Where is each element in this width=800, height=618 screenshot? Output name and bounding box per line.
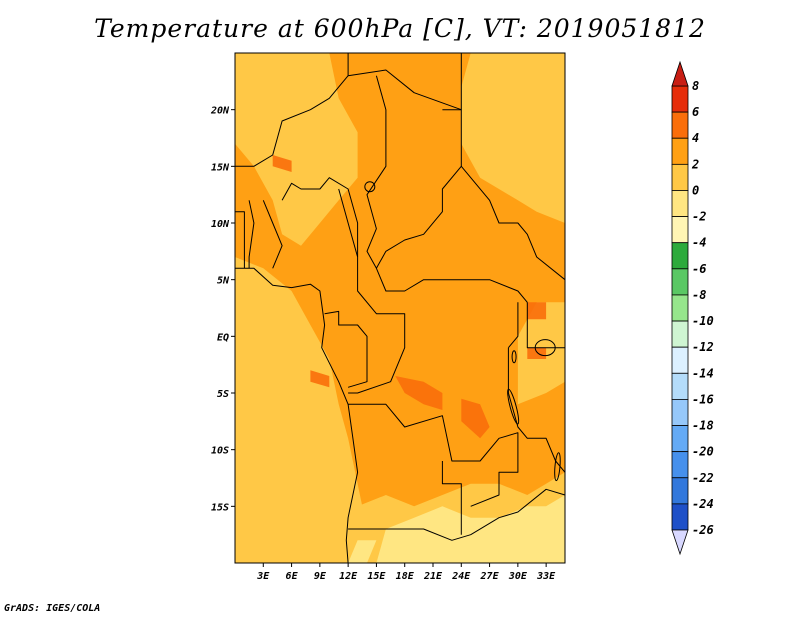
- country-border: [235, 53, 349, 167]
- x-tick-label: 24E: [451, 571, 471, 582]
- map-frame: [234, 52, 566, 564]
- colorbar-label: 0: [692, 183, 699, 197]
- colorbar-bin: [671, 320, 689, 348]
- x-tick-label: 30E: [508, 571, 528, 582]
- country-border: [235, 267, 359, 564]
- lake-malawi: [554, 452, 561, 482]
- country-border: [508, 302, 519, 349]
- y-tick-label: EQ: [217, 332, 229, 343]
- x-tick-label: 33E: [536, 571, 556, 582]
- temp-region-warm: [272, 155, 292, 172]
- y-tick-label: 10N: [211, 219, 230, 230]
- colorbar-label: -10: [692, 314, 714, 328]
- y-tick-label: 10S: [211, 446, 229, 457]
- colorbar-bin: [671, 372, 689, 400]
- temp-region-warm: [310, 370, 330, 388]
- map-area: [234, 52, 566, 564]
- grads-credit: GrADS: IGES/COLA: [4, 603, 101, 614]
- country-border: [366, 75, 528, 303]
- x-tick-label: 12E: [339, 571, 358, 582]
- temp-region-pale: [348, 540, 377, 563]
- x-tick-label: 21E: [423, 571, 443, 582]
- country-border: [348, 488, 566, 541]
- colorbar-label: -20: [692, 445, 714, 459]
- colorbar-bin: [671, 451, 689, 479]
- colorbar-label: 2: [691, 157, 699, 171]
- chart-title: Temperature at 600hPa [C], VT: 201905181…: [94, 14, 706, 43]
- country-border: [338, 188, 406, 394]
- x-tick-label: 6E: [286, 571, 299, 582]
- colorbar-bin: [671, 137, 689, 165]
- y-tick-label: 15N: [211, 162, 230, 173]
- y-tick-label: 5N: [217, 276, 230, 287]
- country-border: [248, 200, 255, 269]
- temp-region-warm: [527, 347, 547, 359]
- country-border: [441, 461, 462, 535]
- lake-kivu: [511, 350, 517, 364]
- country-border: [281, 177, 359, 257]
- colorbar-label: -8: [692, 288, 706, 302]
- colorbar-bin: [671, 163, 689, 191]
- colorbar-bin: [671, 85, 689, 113]
- temp-region-light: [235, 53, 358, 246]
- colorbar-label: 4: [692, 131, 699, 145]
- colorbar-max-arrow: [671, 60, 689, 87]
- colorbar-label: -24: [692, 497, 714, 511]
- colorbar-bin: [671, 399, 689, 426]
- temp-region-warm: [461, 398, 490, 439]
- country-border: [375, 109, 462, 269]
- colorbar-min-arrow: [671, 529, 689, 556]
- country-border: [348, 403, 519, 507]
- colorbar-bin: [671, 190, 689, 217]
- y-tick-label: 15S: [211, 502, 229, 513]
- x-tick-label: 18E: [396, 571, 415, 582]
- colorbar-bin: [671, 477, 689, 505]
- colorbar-bin: [671, 111, 689, 139]
- y-tick-label: 5S: [217, 389, 229, 400]
- lake-tanganyika: [507, 388, 520, 425]
- colorbar-label: -12: [692, 340, 714, 354]
- colorbar-bin: [671, 294, 689, 322]
- colorbar-label: -16: [692, 392, 714, 406]
- colorbar-bin: [671, 268, 689, 296]
- lake-victoria: [534, 339, 556, 357]
- lake-chad: [364, 181, 376, 193]
- x-tick-label: 9E: [314, 571, 327, 582]
- colorbar-label: -26: [692, 523, 714, 537]
- colorbar-bin: [671, 216, 689, 244]
- colorbar-bin: [671, 503, 689, 531]
- x-tick-label: 3E: [256, 571, 270, 582]
- temp-region-warm: [395, 376, 443, 410]
- country-border: [324, 310, 368, 388]
- colorbar-label: -4: [692, 236, 706, 250]
- map-axes: 3E 6E 9E 12E 15E 18E 21E 24E 27E 30E 33E 20N 15N 10N 5…: [210, 106, 556, 582]
- temp-region-warm: [527, 302, 547, 320]
- colorbar-label: 8: [692, 79, 699, 93]
- colorbar-label: -18: [692, 419, 714, 433]
- colorbar-bin: [671, 346, 689, 374]
- colorbar-bin: [671, 242, 689, 270]
- country-border: [235, 211, 245, 269]
- colorbar-label: -2: [692, 210, 706, 224]
- colorbar-label: 6: [692, 105, 699, 119]
- colorbar: 8 6 4 2 0 -2 -4 -6 -8 -10 -12 -14 -16 -18 -20 -22 -24 -26: [671, 60, 714, 556]
- y-tick-label: 20N: [210, 106, 230, 117]
- country-border: [262, 200, 283, 269]
- country-border: [460, 165, 566, 281]
- colorbar-label: -22: [692, 471, 714, 485]
- colorbar-label: -6: [692, 262, 706, 276]
- colorbar-bin: [671, 425, 689, 453]
- x-tick-label: 27E: [480, 571, 500, 582]
- colorbar-label: -14: [692, 366, 714, 380]
- temp-region-light: [235, 257, 367, 563]
- country-border: [348, 69, 462, 111]
- temp-region-light: [461, 53, 565, 223]
- x-tick-label: 15E: [367, 571, 386, 582]
